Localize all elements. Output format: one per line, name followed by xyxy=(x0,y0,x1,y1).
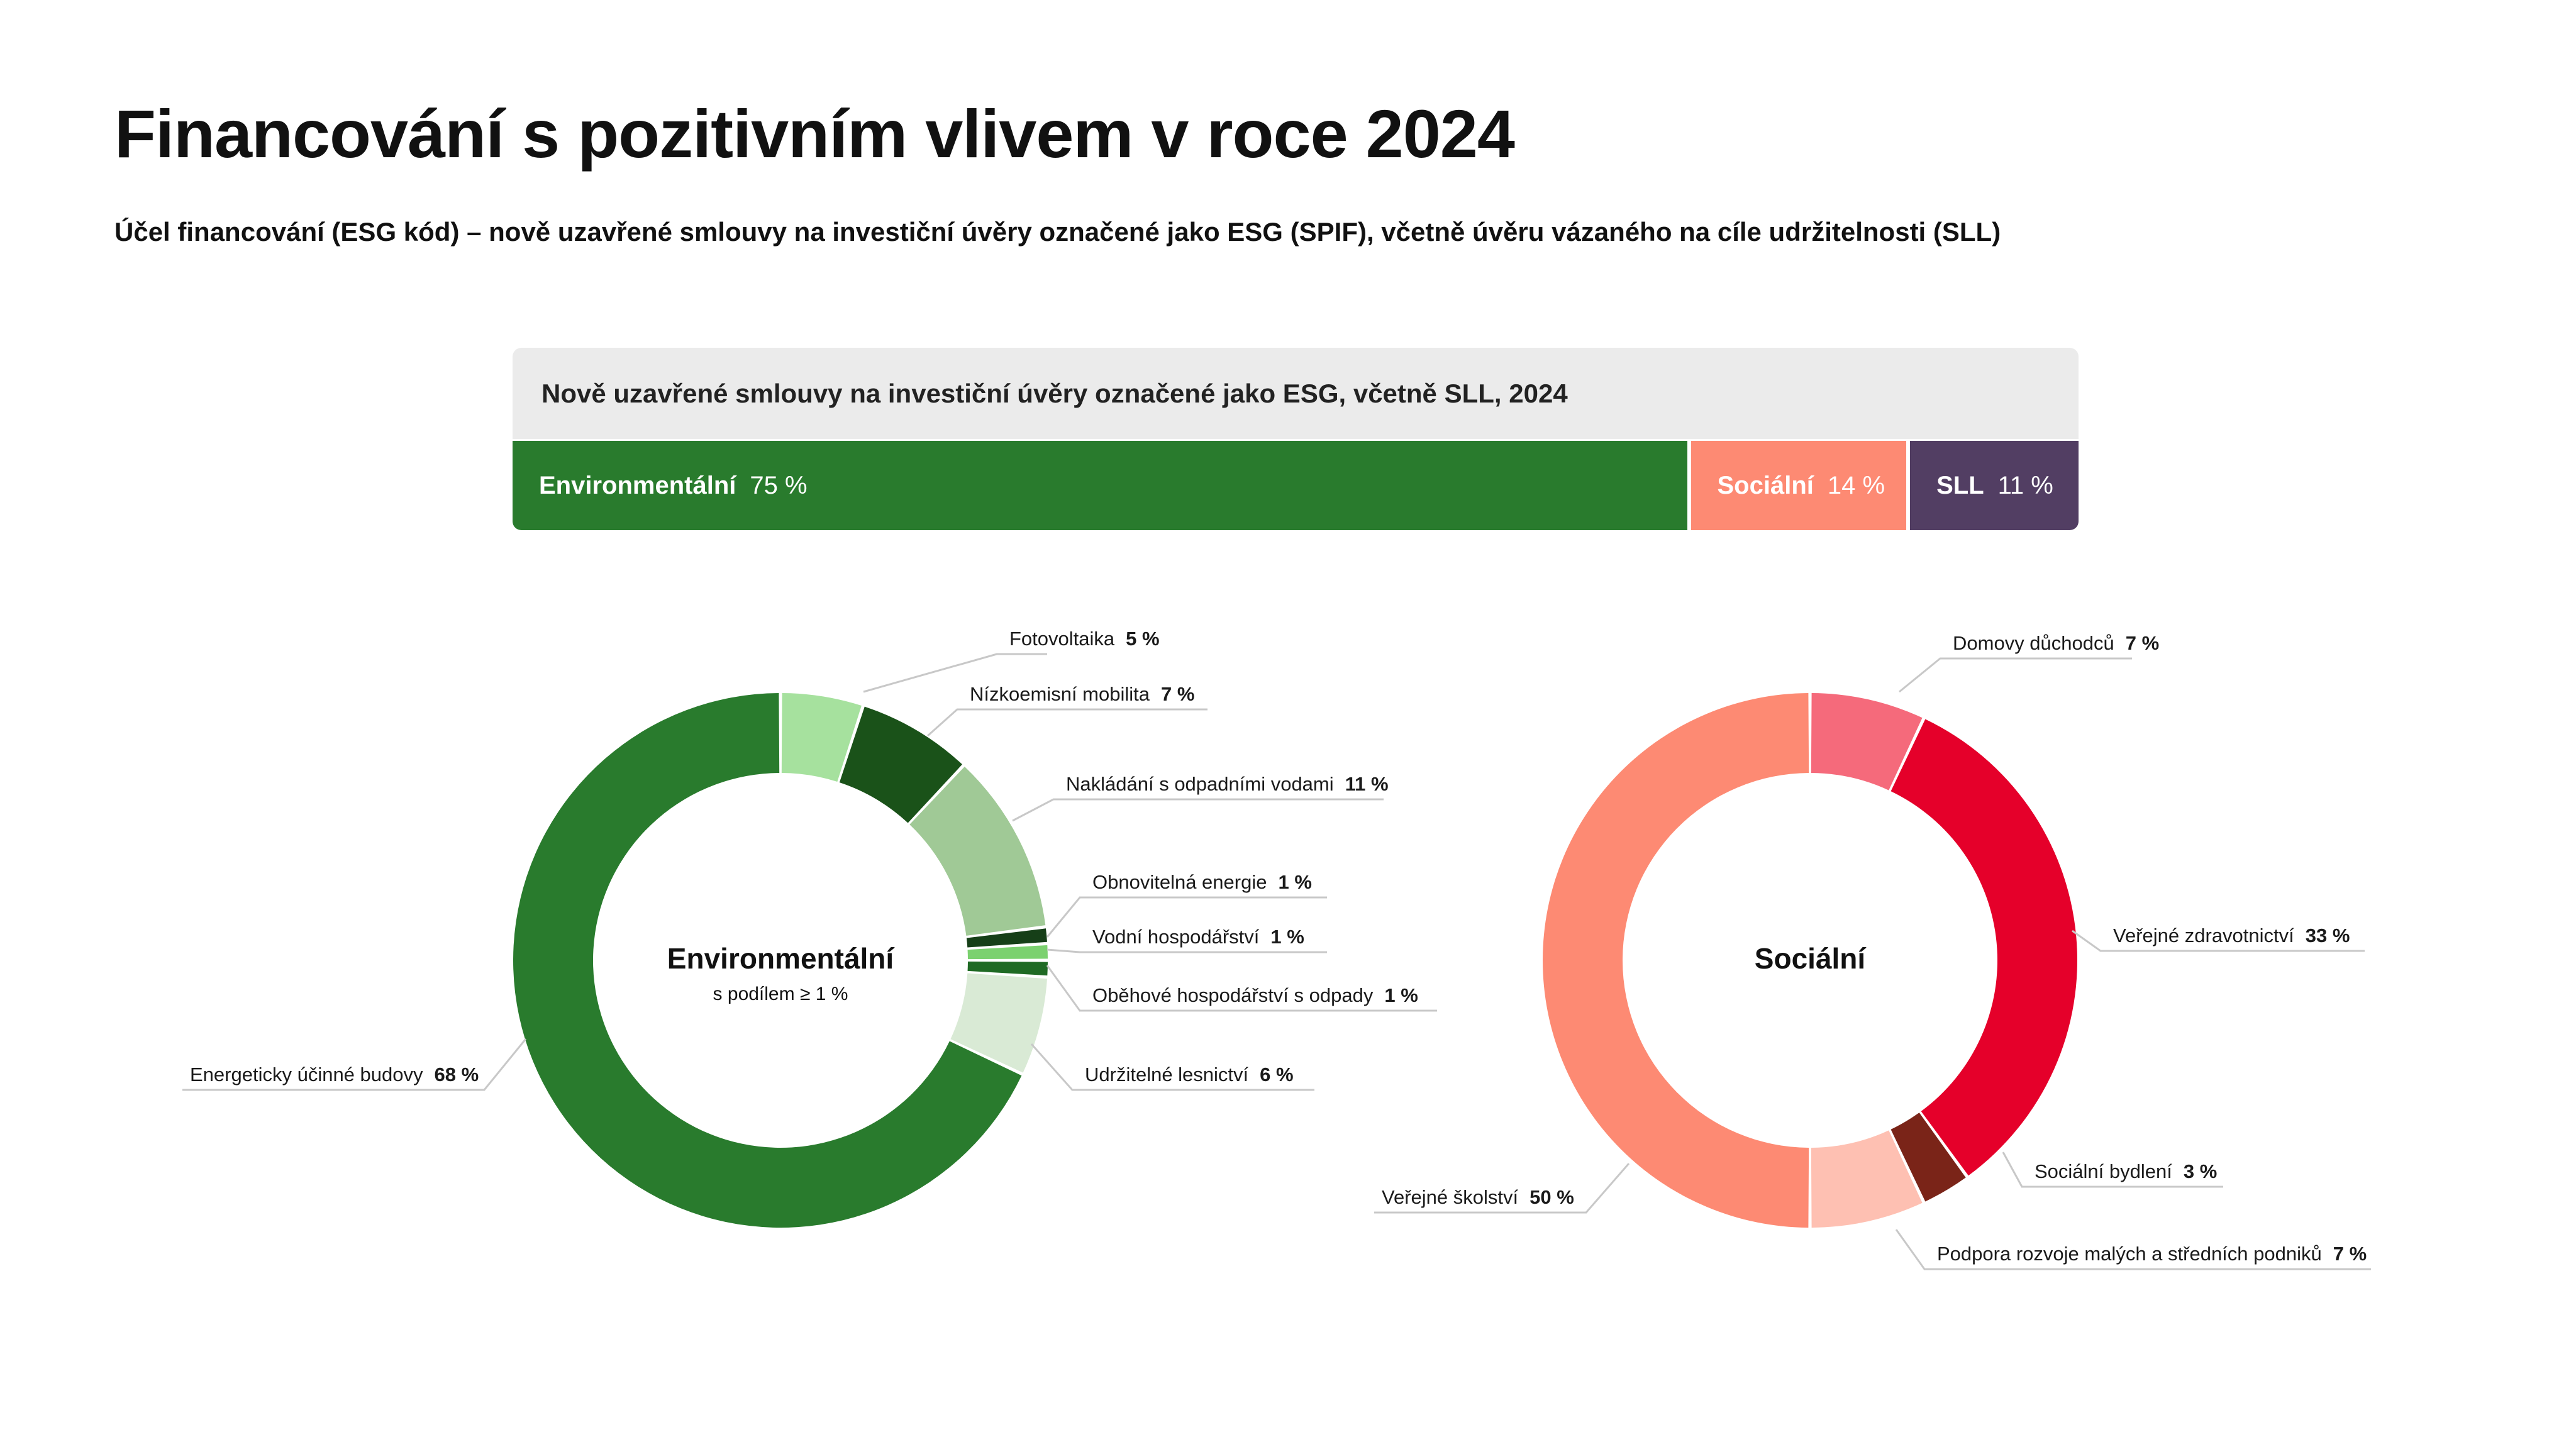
summary-bar-card: Nově uzavřené smlouvy na investiční úvěr… xyxy=(513,348,2079,530)
leader-line xyxy=(1030,1043,1314,1091)
bar-segment-value: 75 % xyxy=(750,471,808,499)
donut-slice-verejne-skolstvi xyxy=(1543,693,1809,1228)
donut-chart-socialni: Domovy důchodců 7 % Veřejné zdravotnictví 3… xyxy=(1374,632,2371,1270)
bar-segment-label: SLL xyxy=(1936,471,1984,499)
slice-label: Podpora rozvoje malých a středních podni… xyxy=(1937,1243,2367,1265)
slice-label-text: Podpora rozvoje malých a středních podni… xyxy=(1937,1243,2322,1265)
leader-line xyxy=(182,1038,527,1091)
slice-label-text: Nakládání s odpadními vodami xyxy=(1066,773,1334,795)
leader-line xyxy=(2072,930,2365,952)
slice-label: Veřejné školství 50 % xyxy=(1382,1186,1574,1208)
leader-line xyxy=(1895,1229,2371,1270)
donut-slice-obehove-hospodarstvi-s-odpady xyxy=(967,961,1048,976)
slice-label-text: Oběhové hospodářství s odpady xyxy=(1092,984,1374,1006)
donut-slice-fotovoltaika xyxy=(781,693,862,782)
donut-slice-verejne-zdravotnictvi xyxy=(1890,719,2077,1176)
slice-label: Energeticky účinné budovy 68 % xyxy=(190,1063,479,1085)
slice-label-text: Fotovoltaika xyxy=(1009,628,1115,650)
slice-label-text: Energeticky účinné budovy xyxy=(190,1063,423,1085)
page-title: Financování s pozitivním vlivem v roce 2… xyxy=(114,96,1515,172)
leader-line xyxy=(1046,896,1327,938)
donut-chart-environmentalni: Fotovoltaika 5 % Nízkoemisní mobilita 7 % Na… xyxy=(182,628,1437,1228)
slice-label-text: Vodní hospodářství xyxy=(1092,926,1260,948)
slice-value: 7 % xyxy=(1161,683,1194,705)
bar-segment-value: 11 % xyxy=(1997,471,2053,499)
bar-segment-label: Environmentální xyxy=(539,471,736,499)
slice-value: 50 % xyxy=(1530,1186,1574,1208)
slice-value: 11 % xyxy=(1345,773,1389,795)
bar-segment-socialni: Sociální 14 % xyxy=(1687,441,1907,530)
leader-line xyxy=(1046,948,1327,953)
donut-slice-podpora-rozvoje-malych-a-strednich-podniku xyxy=(1811,1130,1923,1228)
donut-slice-energeticky-ucinne-budovy xyxy=(513,693,1022,1228)
donut-slice-nizkoemisni-mobilita xyxy=(839,706,963,823)
slice-label: Obnovitelná energie 1 % xyxy=(1092,871,1312,893)
leader-line xyxy=(927,708,1208,737)
donut-center-subtitle: s podílem ≥ 1 % xyxy=(713,984,848,1004)
donut-slice-obnovitelna-energie xyxy=(966,928,1047,948)
page-subtitle: Účel financování (ESG kód) – nově uzavře… xyxy=(114,217,2001,247)
slice-value: 5 % xyxy=(1126,628,1159,650)
leader-line xyxy=(1899,657,2132,693)
slice-label: Udržitelné lesnictví 6 % xyxy=(1085,1063,1294,1085)
slice-label-text: Obnovitelná energie xyxy=(1092,871,1267,893)
donut-slice-udrzitelne-lesnictvi xyxy=(950,973,1047,1073)
slice-value: 33 % xyxy=(2306,924,2350,947)
leader-line xyxy=(1046,965,1437,1012)
leader-line xyxy=(1374,1163,1630,1214)
donut-center-title: Sociální xyxy=(1755,942,1867,975)
slice-value: 6 % xyxy=(1260,1063,1293,1085)
slice-label: Veřejné zdravotnictví 33 % xyxy=(2113,924,2350,947)
leader-line xyxy=(863,653,1047,693)
summary-stacked-bar: Environmentální 75 % Sociální 14 % SLL 1… xyxy=(513,441,2079,530)
slice-label: Sociální bydlení 3 % xyxy=(2035,1160,2217,1182)
slice-label: Fotovoltaika 5 % xyxy=(1009,628,1160,650)
leader-line xyxy=(1012,798,1384,822)
slice-label: Domovy důchodců 7 % xyxy=(1953,632,2159,654)
donut-center-title: Environmentální xyxy=(667,942,896,975)
donut-slice-nakladani-s-odpadnimi-vodami xyxy=(909,766,1046,936)
slice-value: 1 % xyxy=(1384,984,1418,1006)
summary-bar-title: Nově uzavřené smlouvy na investiční úvěr… xyxy=(513,348,2079,439)
leader-line xyxy=(2002,1152,2223,1188)
slice-label-text: Veřejné zdravotnictví xyxy=(2113,924,2294,947)
slice-label: Nízkoemisní mobilita 7 % xyxy=(970,683,1194,705)
bar-segment-sll: SLL 11 % xyxy=(1906,441,2079,530)
slice-label: Nakládání s odpadními vodami 11 % xyxy=(1066,773,1389,795)
bar-segment-value: 14 % xyxy=(1827,471,1885,499)
slice-label-text: Udržitelné lesnictví xyxy=(1085,1063,1249,1085)
slice-value: 1 % xyxy=(1278,871,1311,893)
slice-value: 1 % xyxy=(1270,926,1304,948)
slice-value: 68 % xyxy=(435,1063,479,1085)
donut-slice-socialni-bydleni xyxy=(1890,1113,1966,1202)
slice-value: 7 % xyxy=(2333,1243,2367,1265)
donut-slice-domovy-duchodcu xyxy=(1811,693,1923,791)
slice-label-text: Veřejné školství xyxy=(1382,1186,1518,1208)
bar-segment-environmentalni: Environmentální 75 % xyxy=(513,441,1687,530)
bar-segment-label: Sociální xyxy=(1717,471,1814,499)
slice-label-text: Domovy důchodců xyxy=(1953,632,2114,654)
slice-value: 3 % xyxy=(2184,1160,2217,1182)
slice-value: 7 % xyxy=(2126,632,2159,654)
slice-label-text: Sociální bydlení xyxy=(2035,1160,2172,1182)
slice-label-text: Nízkoemisní mobilita xyxy=(970,683,1150,705)
slice-label: Oběhové hospodářství s odpady 1 % xyxy=(1092,984,1418,1006)
slice-label: Vodní hospodářství 1 % xyxy=(1092,926,1304,948)
donut-slice-vodni-hospodarstvi xyxy=(967,945,1048,960)
